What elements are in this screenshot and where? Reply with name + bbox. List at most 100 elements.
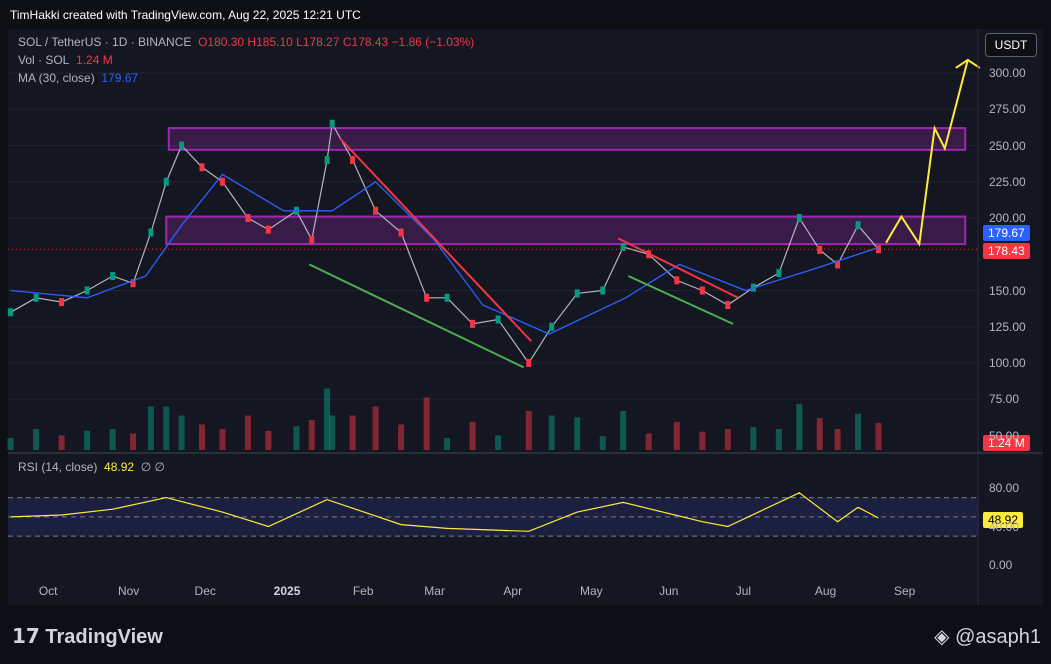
price-candle — [309, 235, 315, 244]
price-candle — [179, 141, 185, 150]
price-tick-label: 50.00 — [989, 428, 1020, 443]
volume-bar — [548, 415, 555, 450]
time-tick-label: Jun — [659, 584, 679, 598]
volume-bar — [293, 426, 300, 450]
price-candle — [835, 260, 841, 269]
volume-bar — [219, 429, 226, 450]
ohlc-values: O180.30 H185.10 L178.27 C178.43 −1.86 (−… — [198, 35, 475, 49]
time-tick-label: Sep — [893, 584, 916, 598]
rsi-settings-icon[interactable]: ∅ ∅ — [140, 460, 165, 474]
author-badge[interactable]: ◈ @asaph1 — [934, 624, 1041, 649]
resistance-trendline — [617, 237, 739, 299]
price-candle — [163, 177, 169, 186]
volume-bar — [750, 427, 757, 450]
price-candle — [444, 293, 450, 302]
supply-zone — [165, 215, 967, 246]
price-candle — [59, 298, 65, 307]
time-tick-label: May — [580, 584, 603, 598]
volume-bar — [109, 429, 116, 450]
rsi-tick-label: 40.00 — [989, 519, 1020, 534]
volume-bar — [84, 430, 91, 450]
price-tick-label: 75.00 — [989, 392, 1020, 407]
support-trendline — [627, 275, 734, 325]
price-candle — [324, 156, 330, 164]
price-candle — [674, 276, 680, 285]
volume-bar — [372, 406, 379, 450]
rsi-label[interactable]: RSI (14, close) — [18, 460, 98, 474]
rsi-value: 48.92 — [104, 460, 135, 474]
time-tick-label: Apr — [503, 584, 523, 598]
volume-bar — [796, 403, 803, 450]
volume-bar — [673, 421, 680, 450]
legend-ma-row: MA (30, close) 179.67 — [18, 71, 138, 85]
price-candle — [600, 286, 606, 295]
time-tick-label: Aug — [814, 584, 837, 598]
volume-bar — [620, 411, 627, 450]
price-tick-label: 200.00 — [989, 211, 1026, 225]
volume-bar — [699, 431, 706, 450]
price-candle — [219, 177, 225, 186]
price-candle — [526, 359, 532, 367]
symbol-label[interactable]: SOL / TetherUS · 1D · BINANCE — [18, 35, 192, 49]
volume-bar — [58, 435, 65, 450]
volume-bar — [724, 429, 731, 450]
time-tick-label: Jul — [735, 584, 752, 598]
supply-zone — [167, 127, 967, 151]
time-tick-label: Dec — [194, 584, 216, 598]
brand-text: TradingView — [45, 626, 163, 648]
price-candle — [776, 269, 782, 278]
volume-tag: 1.24 M — [983, 435, 1030, 451]
rsi-tick-label: 0.00 — [989, 558, 1013, 572]
price-tick-label: 250.00 — [989, 138, 1026, 153]
price-candle — [470, 319, 476, 328]
volume-bar — [574, 417, 581, 450]
volume-bar — [33, 429, 40, 450]
ma-label[interactable]: MA (30, close) — [18, 71, 95, 85]
volume-bar — [444, 438, 451, 450]
volume-bar — [199, 424, 205, 450]
price-candle — [265, 225, 271, 234]
time-tick-label: 2025 — [273, 584, 301, 598]
price-candle — [549, 322, 555, 331]
time-tick-label: Mar — [424, 584, 445, 598]
currency-button[interactable]: USDT — [985, 33, 1037, 57]
price-candle — [33, 293, 39, 302]
volume-bar — [7, 438, 14, 450]
volume-bar — [495, 435, 502, 450]
time-tick-label: Oct — [38, 584, 58, 598]
price-tick-label: 275.00 — [989, 102, 1026, 117]
volume-bar — [308, 420, 315, 450]
price-candle — [8, 308, 14, 317]
attribution-text: TimHakki created with TradingView.com, A… — [10, 8, 361, 22]
volume-bar — [398, 424, 405, 450]
price-candle — [199, 163, 205, 172]
price-candle — [796, 214, 802, 222]
price-candle — [817, 245, 823, 254]
volume-bar — [244, 415, 251, 450]
price-candle — [110, 272, 116, 280]
price-candle — [130, 279, 136, 288]
price-tick-label: 300.00 — [989, 66, 1026, 80]
price-candle — [495, 315, 501, 324]
projection-path — [885, 59, 969, 247]
legend-symbol-row: SOL / TetherUS · 1D · BINANCE O180.30 H1… — [18, 35, 474, 49]
tradingview-logo[interactable]: 𝟭𝟳 TradingView — [12, 624, 163, 649]
price-tick-label: 125.00 — [989, 319, 1026, 334]
projection-arrowhead — [955, 58, 981, 69]
diamond-logo-icon: ◈ — [934, 626, 950, 648]
rsi-tag: 48.92 — [983, 512, 1024, 528]
price-candle — [350, 156, 356, 164]
legend-rsi-row: RSI (14, close) 48.92 ∅ ∅ — [18, 460, 165, 474]
volume-bar — [599, 436, 606, 450]
volume-value: 1.24 M — [76, 53, 113, 67]
attribution-bar: TimHakki created with TradingView.com, A… — [0, 0, 1051, 30]
price-candle — [373, 206, 379, 215]
tv-mark-icon: 𝟭𝟳 — [12, 624, 40, 648]
rsi-tick-label: 80.00 — [989, 481, 1020, 495]
price-tick-label: 100.00 — [989, 356, 1026, 370]
volume-bar — [834, 429, 841, 450]
volume-label[interactable]: Vol · SOL — [18, 53, 70, 67]
price-candle — [574, 289, 580, 298]
price-candle — [245, 214, 251, 222]
